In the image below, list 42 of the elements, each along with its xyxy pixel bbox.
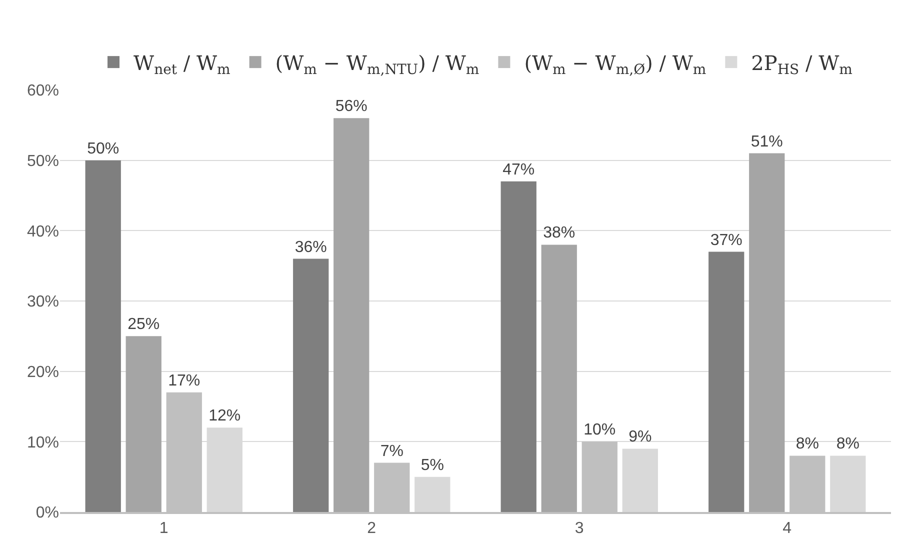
- y-tick-label: 50%: [26, 152, 59, 170]
- data-label: 9%: [628, 428, 652, 446]
- data-label: 17%: [168, 372, 200, 390]
- x-tick-label: 2: [367, 520, 376, 538]
- data-label: 51%: [750, 133, 783, 150]
- bar: [749, 153, 785, 512]
- bar: [293, 258, 329, 512]
- y-tick-label: 40%: [26, 223, 59, 240]
- data-label: 37%: [710, 232, 742, 249]
- legend-label: (W$_{m}$ − W$_{m,NTU}$) / W$_{m}$: [275, 50, 480, 78]
- bar: [541, 244, 577, 512]
- y-tick-label: 10%: [26, 434, 59, 452]
- y-tick-label: 20%: [26, 364, 59, 381]
- bar: [334, 118, 370, 512]
- bar: [85, 160, 121, 512]
- bar: [414, 476, 450, 512]
- bar: [708, 252, 744, 512]
- data-label: 56%: [335, 98, 368, 116]
- data-label: 50%: [87, 140, 120, 158]
- legend-label: (W$_{m}$ − W$_{m,Ø}$) / W$_{m}$: [524, 50, 706, 78]
- legend-label: W$_{net}$ / W$_{m}$: [134, 50, 230, 78]
- bar: [830, 456, 866, 512]
- bar: [500, 181, 536, 512]
- y-tick-label: 60%: [26, 82, 59, 100]
- x-tick-label: 1: [159, 520, 168, 538]
- data-label: 47%: [502, 161, 535, 178]
- data-label: 10%: [584, 422, 616, 439]
- y-tick-label: 0%: [36, 504, 59, 522]
- x-tick-label: 3: [574, 520, 584, 538]
- y-tick-label: 30%: [26, 294, 59, 311]
- data-label: 25%: [128, 316, 160, 334]
- data-label: 38%: [543, 224, 576, 242]
- bar: [126, 336, 162, 512]
- data-label: 7%: [380, 442, 404, 460]
- data-label: 8%: [836, 436, 860, 453]
- legend-label: 2P$_{HS}$ / W$_{m}$: [751, 50, 852, 78]
- data-label: 36%: [294, 238, 327, 256]
- data-label: 8%: [796, 436, 819, 453]
- data-label: 12%: [208, 408, 241, 425]
- data-label: 5%: [420, 456, 444, 474]
- bar: [622, 448, 658, 512]
- x-tick-label: 4: [782, 520, 792, 538]
